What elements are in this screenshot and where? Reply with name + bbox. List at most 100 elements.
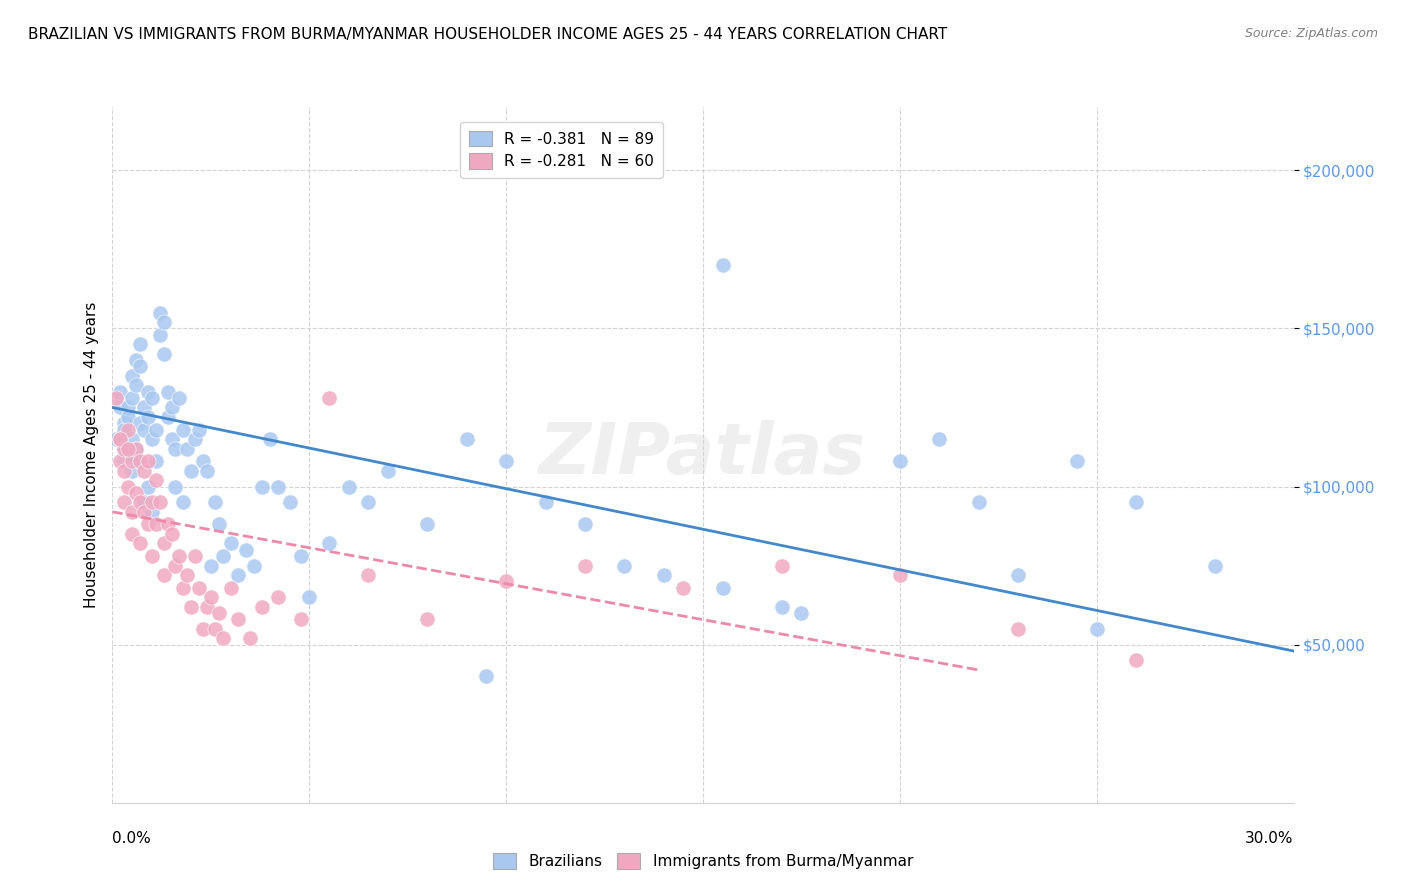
Point — [117, 423, 139, 437]
Point — [121, 454, 143, 468]
Point — [165, 479, 187, 493]
Point — [110, 401, 132, 415]
Point — [228, 612, 250, 626]
Point — [160, 401, 183, 415]
Point — [129, 417, 152, 431]
Point — [160, 432, 183, 446]
Point — [298, 591, 321, 605]
Point — [1125, 653, 1147, 667]
Point — [1007, 568, 1029, 582]
Point — [110, 432, 132, 446]
Point — [149, 305, 172, 319]
Point — [195, 599, 218, 614]
Point — [228, 568, 250, 582]
Point — [110, 432, 132, 446]
Point — [141, 432, 163, 446]
Point — [136, 384, 159, 399]
Point — [1007, 622, 1029, 636]
Point — [219, 536, 242, 550]
Point — [495, 574, 517, 589]
Point — [149, 327, 172, 342]
Point — [180, 599, 202, 614]
Point — [195, 464, 218, 478]
Point — [136, 517, 159, 532]
Point — [357, 495, 380, 509]
Point — [188, 581, 211, 595]
Point — [928, 432, 950, 446]
Point — [156, 409, 179, 424]
Point — [208, 606, 231, 620]
Point — [145, 473, 167, 487]
Point — [208, 517, 231, 532]
Point — [129, 359, 152, 374]
Point — [290, 612, 312, 626]
Point — [129, 495, 152, 509]
Point — [145, 454, 167, 468]
Point — [149, 495, 172, 509]
Point — [267, 591, 290, 605]
Point — [267, 479, 290, 493]
Point — [112, 495, 135, 509]
Point — [200, 558, 222, 573]
Point — [176, 442, 198, 456]
Point — [889, 568, 911, 582]
Point — [243, 558, 266, 573]
Point — [132, 464, 155, 478]
Point — [416, 517, 439, 532]
Point — [574, 558, 596, 573]
Point — [235, 542, 257, 557]
Point — [574, 517, 596, 532]
Text: Source: ZipAtlas.com: Source: ZipAtlas.com — [1244, 27, 1378, 40]
Point — [117, 401, 139, 415]
Point — [141, 391, 163, 405]
Point — [145, 517, 167, 532]
Point — [652, 568, 675, 582]
Point — [290, 549, 312, 563]
Point — [132, 505, 155, 519]
Point — [211, 632, 233, 646]
Point — [160, 527, 183, 541]
Point — [156, 384, 179, 399]
Point — [495, 454, 517, 468]
Point — [117, 448, 139, 462]
Point — [152, 568, 174, 582]
Point — [250, 599, 273, 614]
Point — [141, 505, 163, 519]
Point — [110, 454, 132, 468]
Text: 30.0%: 30.0% — [1246, 830, 1294, 846]
Point — [191, 622, 214, 636]
Point — [132, 401, 155, 415]
Point — [967, 495, 990, 509]
Point — [125, 353, 148, 368]
Point — [156, 517, 179, 532]
Point — [200, 591, 222, 605]
Point — [172, 423, 194, 437]
Point — [112, 417, 135, 431]
Point — [191, 454, 214, 468]
Point — [219, 581, 242, 595]
Point — [711, 581, 734, 595]
Point — [188, 423, 211, 437]
Text: BRAZILIAN VS IMMIGRANTS FROM BURMA/MYANMAR HOUSEHOLDER INCOME AGES 25 - 44 YEARS: BRAZILIAN VS IMMIGRANTS FROM BURMA/MYANM… — [28, 27, 948, 42]
Point — [456, 432, 478, 446]
Point — [121, 368, 143, 383]
Point — [165, 558, 187, 573]
Point — [250, 479, 273, 493]
Point — [112, 442, 135, 456]
Point — [169, 391, 191, 405]
Point — [125, 442, 148, 456]
Point — [112, 442, 135, 456]
Point — [112, 464, 135, 478]
Point — [770, 599, 793, 614]
Point — [613, 558, 636, 573]
Point — [176, 568, 198, 582]
Point — [790, 606, 813, 620]
Point — [125, 378, 148, 392]
Point — [1085, 622, 1108, 636]
Point — [259, 432, 281, 446]
Point — [172, 495, 194, 509]
Legend: Brazilians, Immigrants from Burma/Myanmar: Brazilians, Immigrants from Burma/Myanma… — [486, 847, 920, 875]
Point — [377, 464, 399, 478]
Point — [121, 464, 143, 478]
Point — [132, 423, 155, 437]
